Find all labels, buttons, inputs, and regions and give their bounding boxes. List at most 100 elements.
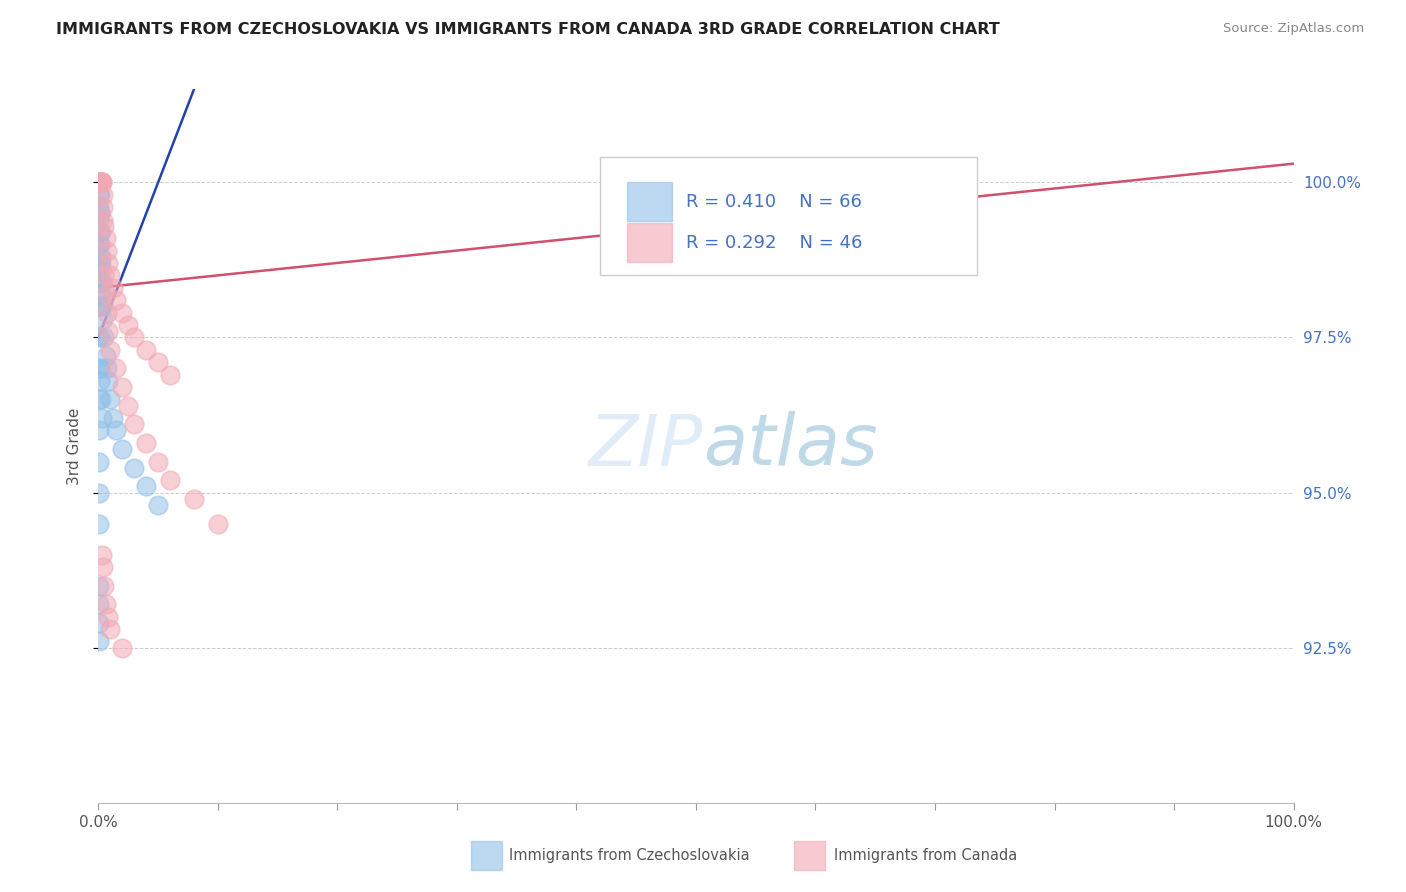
Point [87,454,110,468]
Point [90,250,112,264]
Point [89,206,111,220]
Point [90,175,112,189]
Point [159,368,181,382]
Point [97,609,120,624]
Point [89,268,111,283]
Text: Immigrants from Czechoslovakia: Immigrants from Czechoslovakia [509,848,749,863]
Point [91,187,114,202]
Point [135,436,157,450]
Point [87,175,110,189]
Point [91,311,114,326]
Point [90,225,112,239]
Point [89,275,111,289]
Point [87,175,110,189]
Point [91,175,114,189]
Point [87,330,110,344]
Point [135,479,157,493]
Point [89,237,111,252]
Point [89,374,111,388]
Point [91,212,114,227]
Point [91,560,114,574]
Point [89,361,111,376]
Point [89,256,111,270]
Point [89,175,111,189]
Point [90,392,112,407]
Text: Source: ZipAtlas.com: Source: ZipAtlas.com [1223,22,1364,36]
Point [111,380,134,394]
Point [111,640,134,655]
Point [87,175,110,189]
FancyBboxPatch shape [627,223,672,262]
Point [87,275,110,289]
Point [87,225,110,239]
Point [93,219,115,233]
Point [91,411,114,425]
Point [87,615,110,630]
Point [94,349,117,363]
Point [101,411,124,425]
Point [87,175,110,189]
Point [97,324,120,338]
Point [93,268,115,283]
Point [89,299,111,313]
Point [87,516,110,531]
Point [148,498,170,512]
Point [91,175,114,189]
Point [87,175,110,189]
Point [87,392,110,407]
Point [87,187,110,202]
Point [96,361,118,376]
Text: IMMIGRANTS FROM CZECHOSLOVAKIA VS IMMIGRANTS FROM CANADA 3RD GRADE CORRELATION C: IMMIGRANTS FROM CZECHOSLOVAKIA VS IMMIGR… [56,22,1000,37]
Point [87,634,110,648]
Point [94,287,117,301]
Point [87,424,110,438]
Point [87,175,110,189]
Point [93,330,115,344]
Point [87,597,110,611]
Point [90,256,112,270]
Point [91,275,114,289]
Point [87,361,110,376]
Point [124,417,146,432]
Point [117,318,139,332]
Text: atlas: atlas [703,411,877,481]
Point [90,175,112,189]
Point [90,287,112,301]
Point [105,293,128,308]
Point [105,424,128,438]
Text: ZIP: ZIP [589,411,703,481]
Point [98,622,122,636]
Point [96,305,118,319]
Point [89,175,111,189]
Point [93,579,115,593]
Point [148,355,170,369]
Point [89,187,111,202]
Point [96,244,118,258]
Point [89,175,111,189]
Point [87,175,110,189]
Point [117,399,139,413]
Point [91,548,114,562]
Text: R = 0.410    N = 66: R = 0.410 N = 66 [686,193,862,211]
FancyBboxPatch shape [627,182,672,221]
Point [87,250,110,264]
Point [105,361,128,376]
Point [111,442,134,456]
Point [183,491,205,506]
Y-axis label: 3rd Grade: 3rd Grade [66,408,82,484]
Point [97,256,120,270]
Point [89,330,111,344]
Point [87,200,110,214]
Point [87,579,110,593]
Point [98,392,122,407]
FancyBboxPatch shape [600,157,977,275]
Point [87,287,110,301]
Point [87,175,110,189]
Point [87,262,110,277]
Point [87,212,110,227]
Point [89,299,111,313]
Point [87,237,110,252]
Point [98,343,122,357]
Point [207,516,229,531]
Point [159,473,181,487]
